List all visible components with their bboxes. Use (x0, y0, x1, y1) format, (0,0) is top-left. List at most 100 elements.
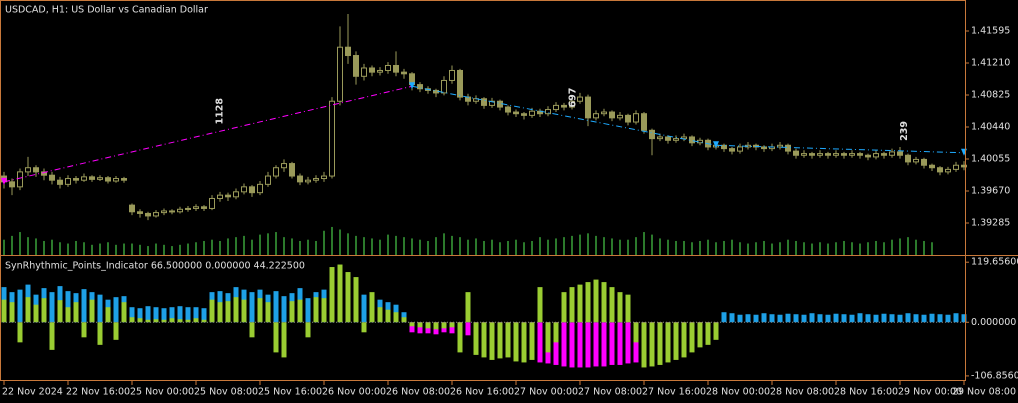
candle-body (889, 151, 895, 156)
y-tick-label: 1.41595 (971, 26, 1010, 37)
candle-body (593, 113, 599, 119)
candle-body (233, 191, 239, 198)
indicator-bar (361, 322, 367, 333)
indicator-bar (425, 322, 431, 329)
indicator-bar (409, 322, 415, 333)
indicator-bar (353, 277, 359, 323)
chart-title: USDCAD, H1: US Dollar vs Canadian Dollar (5, 5, 208, 16)
candle-body (441, 79, 447, 94)
indicator-bar (209, 299, 215, 323)
indicator-bar (617, 292, 623, 323)
indicator-bar (273, 291, 279, 323)
y-tick-label: 1.40055 (971, 154, 1010, 165)
indicator-bar (833, 313, 839, 323)
zigzag-label: 697 (568, 88, 579, 108)
indicator-bar (849, 314, 855, 323)
candle-body (905, 154, 911, 163)
indicator-bar (113, 297, 119, 323)
indicator-bar (329, 267, 335, 323)
indicator-bar (393, 312, 399, 323)
indicator-bar (81, 322, 87, 338)
candle-body (625, 114, 631, 123)
indicator-bar (705, 322, 711, 345)
zigzag-marker (1, 177, 7, 185)
candle-body (897, 151, 903, 156)
indicator-bar (201, 319, 207, 323)
indicator-bar (481, 322, 487, 358)
indicator-bar (169, 318, 175, 323)
indicator-bar (289, 301, 295, 323)
candle-body (865, 154, 871, 158)
candle-body (721, 144, 727, 150)
zigzag-line (715, 144, 965, 154)
x-tick-label: 28 Nov 16:00 (834, 387, 898, 398)
candle-body (953, 164, 959, 170)
candle-body (289, 163, 295, 177)
candle-body (129, 204, 135, 213)
x-tick-label: 27 Nov 16:00 (642, 387, 706, 398)
indicator-bar (817, 314, 823, 323)
indicator-bar (225, 301, 231, 323)
y-tick-label: 1.39285 (971, 218, 1010, 229)
indicator-bar (297, 299, 303, 323)
indicator-bar (97, 294, 103, 323)
indicator-bar (233, 297, 239, 323)
x-tick-label: 29 Nov 08:00 (952, 387, 1016, 398)
indicator-bar (193, 307, 199, 323)
indicator-bar (465, 292, 471, 323)
indicator-bar (729, 313, 735, 323)
candle-body (881, 153, 887, 156)
indicator-bar (25, 297, 31, 323)
indicator-bar (921, 314, 927, 323)
indicator-bar (569, 322, 575, 368)
indicator-bar (65, 307, 71, 323)
indicator-bar (57, 300, 63, 323)
indicator-bar (49, 322, 55, 350)
indicator-bar (73, 302, 79, 323)
indicator-bar (577, 322, 583, 368)
candle-body (217, 194, 223, 199)
indicator-bar (185, 319, 191, 323)
y-tick-label: 119.656000 (971, 257, 1018, 268)
indicator-bar (249, 322, 255, 338)
candle-body (241, 186, 247, 193)
candle-body (649, 129, 655, 140)
indicator-bar (161, 308, 167, 323)
candle-body (89, 176, 95, 180)
indicator-bar (937, 314, 943, 323)
zigzag-line (3, 85, 413, 183)
indicator-bar (649, 322, 655, 367)
x-tick-label: 29 Nov 00:00 (898, 387, 962, 398)
candle-body (737, 146, 743, 152)
candle-body (225, 194, 231, 198)
candle-body (305, 179, 311, 183)
indicator-bar (905, 313, 911, 323)
candle-body (81, 176, 87, 181)
indicator-bar (601, 282, 607, 323)
indicator-bar (281, 296, 287, 323)
indicator-bar (793, 314, 799, 323)
indicator-bar (201, 308, 207, 323)
indicator-bar (49, 292, 55, 323)
indicator-bar (497, 322, 503, 359)
candle-body (321, 175, 327, 180)
candle-body (689, 136, 695, 144)
indicator-bar (305, 298, 311, 323)
indicator-bar (177, 319, 183, 323)
candle-body (417, 84, 423, 90)
indicator-bar (801, 314, 807, 323)
candle-body (177, 208, 183, 213)
indicator-bar (177, 306, 183, 323)
indicator-bar (569, 287, 575, 323)
candle-body (25, 167, 31, 173)
indicator-bar (457, 322, 463, 353)
x-tick-label: 26 Nov 08:00 (386, 387, 450, 398)
candle-body (393, 64, 399, 73)
candle-body (729, 148, 735, 152)
indicator-bar (89, 299, 95, 323)
candle-body (73, 178, 79, 181)
x-tick-label: 27 Nov 00:00 (514, 387, 578, 398)
zigzag-marker (409, 82, 415, 90)
candle-body (489, 100, 495, 106)
candle-body (921, 158, 927, 166)
